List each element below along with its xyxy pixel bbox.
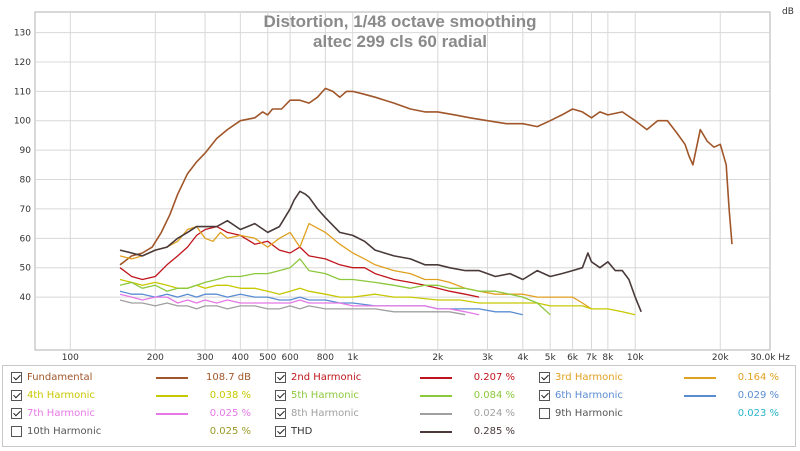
legend-value: 0.285 % (473, 426, 515, 437)
x-tick-label: 1k (347, 353, 359, 363)
chart-title: Distortion, 1/48 octave smoothing (264, 12, 537, 31)
y-tick-label: 80 (20, 176, 32, 186)
y-tick-label: 50 (20, 264, 32, 274)
series-line-thd (119, 190, 642, 313)
y-tick-label: 130 (14, 29, 31, 39)
y-tick-label: 90 (20, 146, 32, 156)
x-tick-label: 4k (517, 353, 529, 363)
legend-label: 6th Harmonic (555, 390, 623, 401)
legend-label: 7th Harmonic (27, 408, 95, 419)
legend-value: 0.084 % (473, 390, 515, 401)
legend-swatch (156, 395, 188, 397)
legend-panel: Fundamental 108.7 dB 2nd Harmonic 0.207 % 3r… (2, 365, 796, 447)
legend-item-2nd-harmonic: 2nd Harmonic 0.207 % (275, 369, 525, 387)
x-tick-label: 2k (432, 353, 444, 363)
series-line-fundamental (119, 87, 733, 266)
legend-checkbox[interactable] (275, 390, 286, 401)
x-tick-label: 7k (586, 353, 598, 363)
x-tick-label: 300 (196, 353, 213, 363)
x-tick-label: 500 (259, 353, 276, 363)
legend-item-6th-harmonic: 6th Harmonic 0.029 % (539, 387, 789, 405)
legend-item-4th-harmonic: 4th Harmonic 0.038 % (11, 387, 261, 405)
legend-value: 0.038 % (209, 390, 251, 401)
legend-swatch (156, 377, 188, 379)
legend-value: 0.023 % (737, 408, 779, 419)
chart-subtitle: altec 299 cls 60 radial (313, 32, 487, 51)
x-tick-label: 30.0k Hz (750, 353, 790, 363)
legend-label: 3rd Harmonic (555, 372, 623, 383)
series-lines (119, 87, 733, 316)
series-line-3rd-harmonic (119, 222, 592, 310)
legend-swatch (420, 431, 452, 433)
x-tick-label: 600 (282, 353, 299, 363)
y-tick-label: 110 (14, 87, 31, 97)
series-line-7th-harmonic (119, 293, 480, 316)
legend-checkbox[interactable] (11, 390, 22, 401)
y-tick-label: 60 (20, 234, 32, 244)
series-line-8th-harmonic (119, 299, 466, 316)
legend-checkbox[interactable] (11, 372, 22, 383)
legend-checkbox[interactable] (275, 426, 286, 437)
legend-swatch (420, 413, 452, 415)
legend-checkbox[interactable] (539, 408, 550, 419)
legend-swatch (684, 377, 716, 379)
legend-label: 2nd Harmonic (291, 372, 362, 383)
legend-swatch (684, 395, 716, 397)
legend-checkbox[interactable] (539, 390, 550, 401)
chart-svg: 100 200 300 400 500 600 800 1k 2k 3k 4k 5k 6k 7k 8k 10k… (14, 7, 794, 363)
legend-label: 5th Harmonic (291, 390, 359, 401)
legend-value: 0.024 % (473, 408, 515, 419)
x-tick-label: 100 (62, 353, 79, 363)
legend-label: 9th Harmonic (555, 408, 623, 419)
x-tick-label: 8k (602, 353, 614, 363)
legend-item-9th-harmonic: 9th Harmonic 0.023 % (539, 405, 789, 423)
x-tick-label: 3k (482, 353, 494, 363)
legend-value: 0.025 % (209, 408, 251, 419)
legend-checkbox[interactable] (275, 408, 286, 419)
legend-item-fundamental: Fundamental 108.7 dB (11, 369, 261, 387)
legend-checkbox[interactable] (11, 408, 22, 419)
legend-item-5th-harmonic: 5th Harmonic 0.084 % (275, 387, 525, 405)
legend-value: 0.164 % (737, 372, 779, 383)
axis-ticks: 100 200 300 400 500 600 800 1k 2k 3k 4k 5k 6k 7k 8k 10k… (14, 29, 790, 363)
legend-item-8th-harmonic: 8th Harmonic 0.024 % (275, 405, 525, 423)
x-tick-label: 800 (317, 353, 334, 363)
plot-frame (34, 11, 771, 351)
legend-label: THD (291, 426, 313, 437)
x-tick-label: 5k (545, 353, 557, 363)
legend-label: 4th Harmonic (27, 390, 95, 401)
y-tick-label: 120 (14, 58, 31, 68)
legend-swatch (420, 377, 452, 379)
legend-value: 108.7 dB (205, 372, 251, 383)
y-tick-label: 70 (20, 205, 32, 215)
y-tick-label: 100 (14, 117, 31, 127)
series-line-2nd-harmonic (119, 225, 480, 298)
legend-label: 10th Harmonic (27, 426, 102, 437)
legend-checkbox[interactable] (275, 372, 286, 383)
chart-area: 100 200 300 400 500 600 800 1k 2k 3k 4k 5k 6k 7k 8k 10k… (14, 7, 794, 363)
legend-swatch (420, 395, 452, 397)
legend-value: 0.207 % (473, 372, 515, 383)
legend-swatch (156, 413, 188, 415)
legend-value: 0.025 % (209, 426, 251, 437)
y-axis-label: dB (782, 7, 794, 17)
x-tick-label: 400 (232, 353, 249, 363)
x-tick-label: 200 (147, 353, 164, 363)
y-tick-label: 40 (20, 293, 32, 303)
legend-checkbox[interactable] (11, 426, 22, 437)
x-tick-label: 6k (567, 353, 579, 363)
legend-item-7th-harmonic: 7th Harmonic 0.025 % (11, 405, 261, 423)
legend-value: 0.029 % (737, 390, 779, 401)
x-tick-label: 10k (627, 353, 644, 363)
legend-item-10th-harmonic: 10th Harmonic 0.025 % (11, 423, 261, 441)
legend-label: Fundamental (27, 372, 93, 383)
x-tick-label: 20k (712, 353, 729, 363)
legend-item-3rd-harmonic: 3rd Harmonic 0.164 % (539, 369, 789, 387)
legend-label: 8th Harmonic (291, 408, 359, 419)
legend-checkbox[interactable] (539, 372, 550, 383)
series-line-5th-harmonic (119, 258, 551, 316)
legend-item-thd: THD 0.285 % (275, 423, 525, 441)
